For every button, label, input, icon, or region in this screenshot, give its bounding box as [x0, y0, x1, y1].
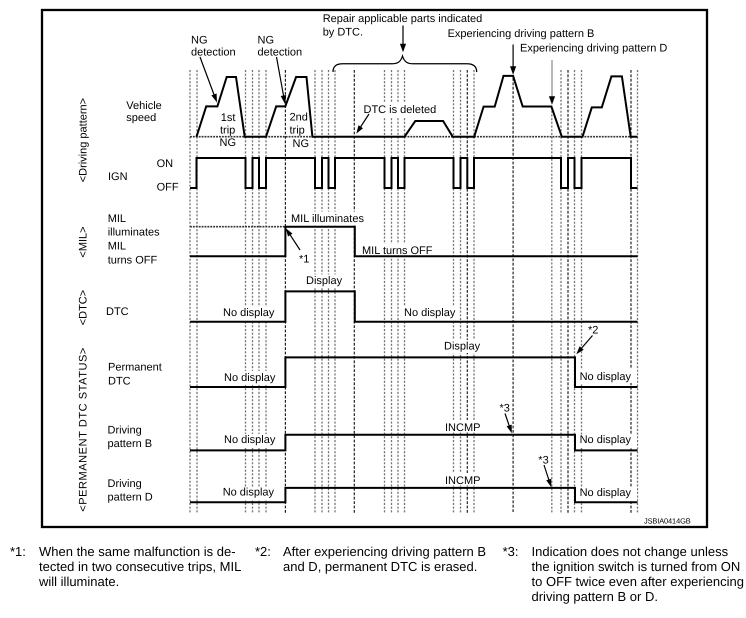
- svg-text:DTC: DTC: [106, 306, 129, 318]
- svg-text:*3: *3: [538, 454, 548, 466]
- svg-text:Repair applicable parts indica: Repair applicable parts indicated: [323, 13, 483, 25]
- svg-text:When the same malfunction is d: When the same malfunction is de-: [39, 544, 236, 559]
- svg-text:driving pattern B or D.: driving pattern B or D.: [532, 589, 658, 604]
- svg-text:Permanent: Permanent: [108, 362, 162, 374]
- svg-text:NG: NG: [220, 137, 237, 149]
- svg-text:No display: No display: [404, 307, 456, 319]
- svg-text:trip: trip: [290, 125, 305, 137]
- svg-text:Experiencing driving pattern B: Experiencing driving pattern B: [448, 28, 595, 40]
- svg-text:No display: No display: [580, 434, 632, 446]
- svg-text:After experiencing driving pat: After experiencing driving pattern B: [283, 544, 486, 559]
- svg-text:No display: No display: [224, 434, 276, 446]
- svg-text:INCMP: INCMP: [445, 422, 480, 434]
- svg-text:Display: Display: [306, 275, 343, 287]
- svg-text:*1: *1: [299, 253, 309, 265]
- svg-text:OFF: OFF: [157, 182, 179, 194]
- svg-text:the ignition switch is turned: the ignition switch is turned from ON: [532, 559, 741, 574]
- svg-text:*2: *2: [588, 325, 598, 337]
- svg-text:<PERMANENT DTC STATUS>: <PERMANENT DTC STATUS>: [78, 347, 90, 512]
- svg-text:Display: Display: [444, 340, 481, 352]
- svg-text:ON: ON: [157, 158, 174, 170]
- svg-text:pattern D: pattern D: [108, 491, 153, 503]
- svg-text:by DTC.: by DTC.: [323, 26, 363, 38]
- svg-text:Indication does not change unl: Indication does not change unless: [532, 544, 729, 559]
- svg-text:<Driving pattern>: <Driving pattern>: [78, 98, 90, 182]
- svg-text:1st: 1st: [221, 112, 236, 124]
- svg-text:Driving: Driving: [108, 478, 142, 490]
- svg-text:JSBIA0414GB: JSBIA0414GB: [644, 517, 691, 526]
- svg-text:pattern B: pattern B: [108, 438, 153, 450]
- svg-text:NG: NG: [293, 138, 310, 150]
- svg-text:DTC: DTC: [108, 376, 131, 388]
- svg-text:tected in two consecutive trip: tected in two consecutive trips, MIL: [39, 559, 241, 574]
- svg-text:NG: NG: [191, 34, 208, 46]
- svg-text:illuminates: illuminates: [108, 227, 160, 239]
- svg-text:MIL: MIL: [108, 241, 126, 253]
- svg-text:No display: No display: [223, 307, 275, 319]
- svg-text:<MIL>: <MIL>: [78, 226, 90, 257]
- svg-text:to OFF twice even after experi: to OFF twice even after experiencing: [532, 574, 744, 589]
- svg-text:IGN: IGN: [108, 171, 128, 183]
- svg-text:2nd: 2nd: [290, 112, 308, 124]
- svg-text:MIL turns OFF: MIL turns OFF: [362, 245, 433, 257]
- svg-text:Driving: Driving: [108, 425, 142, 437]
- svg-text:trip: trip: [220, 125, 235, 137]
- svg-text:No display: No display: [580, 487, 632, 499]
- svg-text:and D, permanent DTC is erased: and D, permanent DTC is erased.: [283, 559, 477, 574]
- svg-text:No display: No display: [224, 372, 276, 384]
- svg-text:INCMP: INCMP: [445, 475, 480, 487]
- svg-text:detection: detection: [258, 46, 303, 58]
- svg-text:detection: detection: [191, 46, 236, 58]
- svg-text:NG: NG: [258, 34, 275, 46]
- svg-text:*3: *3: [500, 403, 510, 415]
- svg-text:No display: No display: [580, 371, 632, 383]
- svg-text:*1:: *1:: [10, 544, 26, 559]
- svg-text:speed: speed: [126, 112, 156, 124]
- svg-text:*2:: *2:: [255, 544, 271, 559]
- svg-text:will illuminate.: will illuminate.: [38, 574, 119, 589]
- svg-text:<DTC>: <DTC>: [78, 290, 90, 325]
- svg-text:MIL illuminates: MIL illuminates: [291, 213, 364, 225]
- svg-text:turns OFF: turns OFF: [108, 254, 158, 266]
- svg-text:Vehicle: Vehicle: [126, 100, 161, 112]
- svg-text:DTC is deleted: DTC is deleted: [364, 104, 437, 116]
- svg-text:MIL: MIL: [108, 213, 126, 225]
- svg-text:Experiencing driving pattern D: Experiencing driving pattern D: [520, 43, 667, 55]
- svg-text:No display: No display: [223, 486, 275, 498]
- svg-text:*3:: *3:: [503, 544, 519, 559]
